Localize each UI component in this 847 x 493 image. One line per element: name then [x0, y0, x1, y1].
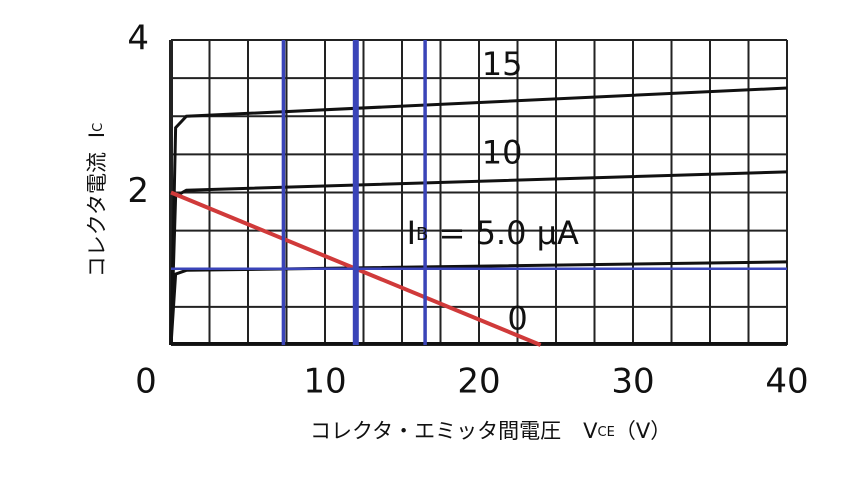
x-axis-label: コレクタ・エミッタ間電圧 VCE（V） — [310, 419, 671, 443]
label-text: = 5.0 μA — [428, 214, 579, 252]
x-tick-label: 20 — [457, 362, 500, 402]
curve-label: 10 — [482, 133, 523, 171]
curve — [169, 260, 788, 346]
x-tick-label: 30 — [611, 362, 654, 402]
curve — [169, 170, 788, 346]
x-label-unit: （V） — [615, 419, 671, 443]
curve-label: 0 — [507, 300, 527, 338]
y-label-subscript: C — [91, 123, 106, 132]
grid — [169, 39, 788, 346]
curves — [169, 40, 788, 347]
x-label-subscript: CE — [598, 425, 615, 440]
x-tick-label: 0 — [135, 362, 157, 402]
y-axis-label: コレクタ電流 IC — [85, 123, 109, 277]
curve-label: 15 — [482, 45, 523, 83]
y-label-text: コレクタ電流 — [85, 152, 109, 277]
x-label-symbol: V — [583, 419, 598, 443]
curve-label: IB = 5.0 μA — [407, 214, 579, 252]
x-tick-label: 10 — [303, 362, 346, 402]
label-subscript: B — [416, 224, 428, 245]
x-label-text: コレクタ・エミッタ間電圧 — [310, 419, 561, 443]
y-tick-label: 4 — [127, 19, 149, 59]
y-label-symbol: I — [85, 132, 109, 138]
label-symbol: I — [407, 214, 416, 252]
x-tick-label: 40 — [765, 362, 808, 402]
y-tick-label: 2 — [127, 171, 149, 211]
